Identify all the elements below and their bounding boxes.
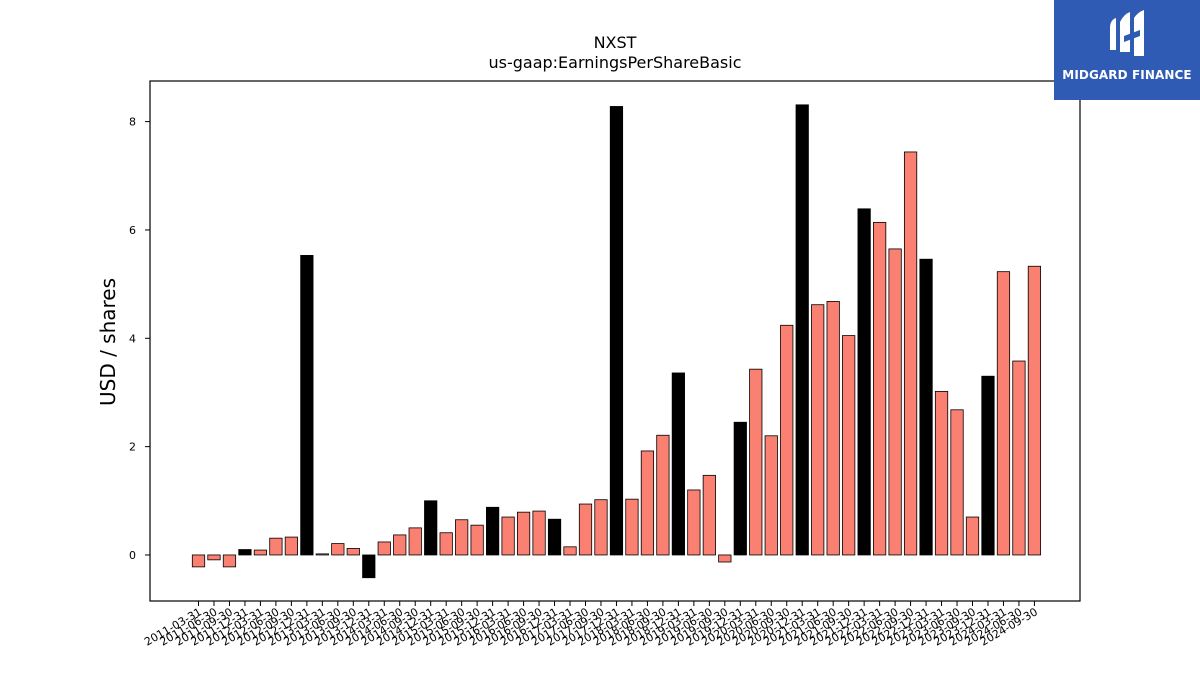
logo-text: MIDGARD FINANCE	[1062, 68, 1192, 82]
bar	[764, 435, 778, 556]
bar	[934, 390, 949, 556]
y-tick-label: 4	[129, 332, 136, 345]
bar	[903, 151, 918, 556]
bar	[718, 554, 732, 563]
bar	[671, 372, 685, 556]
bar	[470, 524, 484, 556]
y-tick-label: 8	[129, 116, 136, 129]
bar	[795, 104, 809, 556]
y-tick-label: 6	[129, 224, 136, 237]
bar	[563, 546, 577, 556]
midgard-logo-icon	[1110, 10, 1144, 56]
midgard-finance-logo: MIDGARD FINANCE	[1054, 0, 1200, 100]
bar	[857, 208, 871, 556]
bar	[1012, 360, 1026, 556]
bar	[811, 304, 825, 556]
bar	[253, 549, 268, 556]
y-tick-label: 0	[129, 549, 136, 562]
bar	[625, 498, 639, 556]
bar	[346, 548, 360, 556]
bar	[439, 532, 453, 556]
bar	[687, 489, 701, 556]
bar	[981, 375, 995, 556]
bar	[594, 499, 608, 556]
bar	[284, 536, 298, 556]
bar	[826, 301, 840, 556]
y-axis-label: USD / shares	[96, 278, 120, 406]
bar	[377, 541, 391, 556]
bar	[749, 368, 763, 556]
plot-frame	[149, 80, 1081, 602]
bar	[733, 421, 747, 556]
chart-subtitle: us-gaap:EarningsPerShareBasic	[488, 53, 741, 72]
bars-layer	[191, 104, 1042, 579]
bar	[191, 554, 206, 568]
axes-layer: 024682011-03-312011-06-302011-09-302011-…	[129, 80, 1081, 649]
bar	[269, 537, 283, 556]
bar	[656, 434, 670, 556]
bar	[532, 510, 546, 556]
y-tick-label: 2	[129, 441, 136, 454]
bar	[1027, 265, 1042, 556]
bar	[547, 518, 562, 556]
bar	[888, 248, 902, 556]
bar	[965, 516, 980, 556]
chart-title: NXST	[594, 33, 637, 52]
bar	[919, 258, 933, 556]
bar	[578, 503, 593, 556]
bar	[640, 450, 655, 556]
bar	[516, 511, 531, 556]
bar	[996, 271, 1011, 556]
bar	[609, 106, 624, 556]
bar	[501, 516, 515, 556]
bar	[424, 500, 438, 556]
bar	[702, 474, 716, 556]
bar	[842, 335, 856, 556]
bar	[408, 527, 422, 556]
bar	[331, 543, 345, 556]
bar	[222, 554, 237, 568]
bar	[207, 554, 221, 561]
bar	[362, 554, 376, 579]
bar	[780, 324, 794, 556]
bar	[455, 519, 469, 556]
bar	[238, 549, 252, 556]
bar	[950, 409, 964, 556]
bar	[300, 255, 314, 556]
bar	[315, 553, 329, 556]
bar	[486, 506, 500, 556]
bar	[393, 534, 407, 556]
bar	[873, 221, 887, 556]
